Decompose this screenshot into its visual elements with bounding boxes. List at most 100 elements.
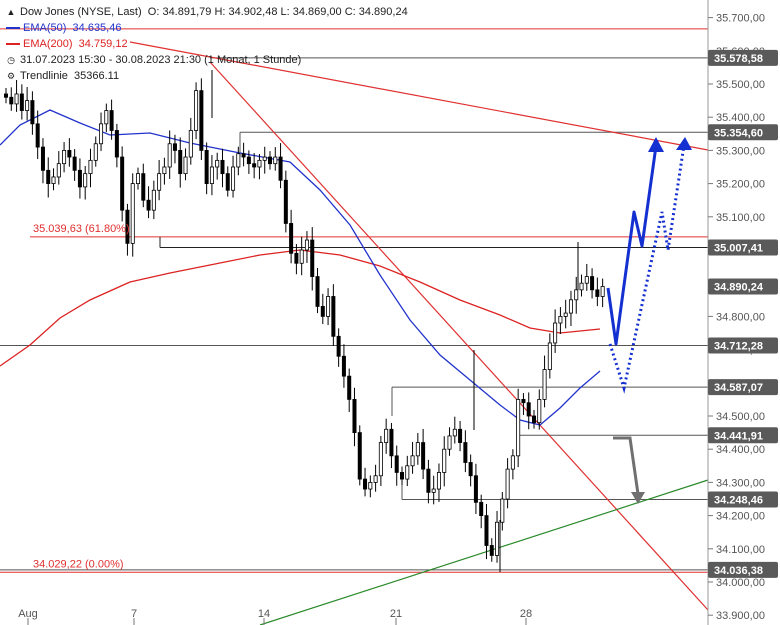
candle-body xyxy=(590,276,595,291)
candle-body xyxy=(468,462,473,477)
candle-body xyxy=(595,289,600,297)
candle-body xyxy=(104,110,109,125)
candle-body xyxy=(436,472,441,490)
trendline-label: Trendlinie xyxy=(20,70,68,82)
period-text: 31.07.2023 15:30 - 30.08.2023 21:30 (1 M… xyxy=(20,54,302,66)
candle-body xyxy=(9,96,14,105)
candle-body xyxy=(399,472,404,480)
candle-body xyxy=(146,199,151,211)
candle-body xyxy=(516,398,521,457)
chart-header: ▲ Dow Jones (NYSE, Last) O: 34.891,79 H: … xyxy=(6,6,408,19)
y-tick-label: 34.400,00 xyxy=(716,444,765,456)
price-tag-label: 34.248,46 xyxy=(714,495,763,507)
candle-body xyxy=(25,100,30,111)
candle-body xyxy=(283,179,288,224)
candle-body xyxy=(310,239,315,277)
candle-body xyxy=(442,448,447,473)
candle-body xyxy=(130,183,135,244)
projection-arrows xyxy=(606,137,692,504)
candle-body xyxy=(135,173,140,184)
candle-body xyxy=(473,475,478,503)
candle-body xyxy=(574,289,579,301)
candle-body xyxy=(526,402,531,417)
candle-body xyxy=(320,306,325,317)
legend-trendline[interactable]: ⚙ Trendlinie 35366.11 xyxy=(6,70,119,83)
candle-body xyxy=(194,90,199,131)
price-tag-bg xyxy=(708,278,778,295)
candle-body xyxy=(141,173,146,201)
candle-body xyxy=(405,465,410,480)
candle-body xyxy=(421,442,426,470)
projection-dotted-path xyxy=(608,144,686,394)
candle-body xyxy=(72,156,77,171)
candle-body xyxy=(373,475,378,483)
candle-body xyxy=(40,146,45,171)
y-tick-label: 34.300,00 xyxy=(716,477,765,489)
legend-ema50[interactable]: EMA(50) 34.635,46 xyxy=(6,22,121,35)
candle-body xyxy=(35,123,40,148)
candle-body xyxy=(178,149,183,175)
candle-body xyxy=(495,521,500,556)
ema50-label: EMA(50) xyxy=(23,22,67,34)
candle-body xyxy=(294,252,299,264)
candle-body xyxy=(452,428,457,437)
candle-body xyxy=(532,415,537,424)
y-axis: 35.700,0035.600,0035.500,0035.400,0035.3… xyxy=(707,0,778,625)
candlesticks xyxy=(4,70,605,572)
horizontal-level-lines xyxy=(0,28,708,573)
y-tick-label: 34.000,00 xyxy=(716,577,765,589)
candle-body xyxy=(215,159,220,168)
candle-body xyxy=(204,149,209,184)
y-tick-label: 35.200,00 xyxy=(716,179,765,191)
candle-body xyxy=(88,159,93,175)
candle-body xyxy=(568,299,573,314)
candle-body xyxy=(510,455,515,470)
candle-body xyxy=(62,149,67,165)
candle-body xyxy=(357,432,362,480)
candle-body xyxy=(600,286,605,297)
price-tag-label: 35.007,41 xyxy=(714,243,763,255)
price-tag-label: 35.354,60 xyxy=(714,127,763,139)
candle-body xyxy=(394,455,399,473)
candle-body xyxy=(521,398,526,404)
x-tick-label: 28 xyxy=(520,608,532,620)
candle-body xyxy=(484,515,489,546)
uptrend-line xyxy=(259,479,709,625)
x-tick-label: Aug xyxy=(18,608,38,620)
candle-body xyxy=(547,342,552,370)
candle-body xyxy=(262,156,267,161)
candle-body xyxy=(199,90,204,151)
candle-body xyxy=(426,468,431,493)
price-tag-label: 35.578,58 xyxy=(714,53,763,65)
candle-body xyxy=(231,166,236,191)
candle-body xyxy=(30,100,35,125)
ema50-line xyxy=(0,109,601,426)
candle-body xyxy=(537,398,542,424)
candle-body xyxy=(304,239,309,251)
settings-gear-icon: ⚙ xyxy=(6,71,16,81)
candle-body xyxy=(579,282,584,291)
dropdown-arrow-icon[interactable]: ▲ xyxy=(6,7,16,17)
price-tag-bg xyxy=(708,337,778,354)
candle-body xyxy=(341,355,346,377)
trend-lines xyxy=(129,41,709,625)
candle-body xyxy=(125,209,130,244)
legend-ema200[interactable]: EMA(200) 34.759,12 xyxy=(6,38,128,51)
candle-body xyxy=(489,545,494,556)
y-tick-label: 35.500,00 xyxy=(716,79,765,91)
price-tag-label: 34.587,07 xyxy=(714,382,763,394)
price-tag-label: 34.890,24 xyxy=(714,281,764,293)
candle-body xyxy=(415,442,420,457)
x-tick-label: 14 xyxy=(258,608,270,620)
candle-body xyxy=(363,478,368,490)
price-tag-bg xyxy=(708,239,778,256)
candle-body xyxy=(188,130,193,158)
candle-body xyxy=(410,455,415,467)
ohlc-values: O: 34.891,79 H: 34.902,48 L: 34.869,00 C… xyxy=(147,6,408,18)
ema50-swatch xyxy=(6,27,20,30)
y-tick-label: 34.800,00 xyxy=(716,311,765,323)
candle-body xyxy=(4,93,9,98)
candle-body xyxy=(505,468,510,500)
candle-body xyxy=(384,428,389,443)
